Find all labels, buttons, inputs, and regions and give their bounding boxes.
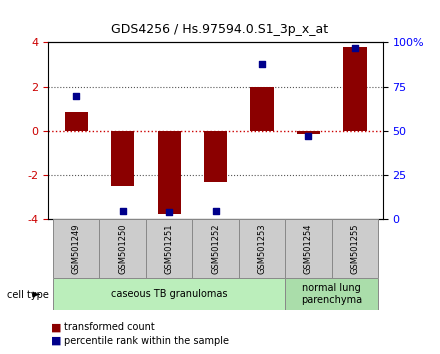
Bar (99, 219, 146, 278)
Text: GSM501250: GSM501250 (118, 223, 127, 274)
Text: percentile rank within the sample: percentile rank within the sample (64, 336, 229, 346)
Bar (285, 278, 378, 310)
Point (165, 210, 172, 215)
Bar (343, 47, 367, 131)
Bar (111, 131, 134, 186)
Point (73, 93, 80, 98)
Text: GSM501253: GSM501253 (257, 223, 267, 274)
Bar (53, 278, 285, 310)
Bar (250, 87, 274, 131)
Text: GDS4256 / Hs.97594.0.S1_3p_x_at: GDS4256 / Hs.97594.0.S1_3p_x_at (111, 23, 329, 36)
Bar (204, 131, 227, 182)
Text: ■: ■ (51, 336, 61, 346)
Text: cell type: cell type (7, 290, 48, 299)
Point (352, 45, 359, 51)
Bar (53, 219, 99, 278)
Bar (158, 131, 181, 214)
Text: GSM501254: GSM501254 (304, 223, 313, 274)
Text: GSM501249: GSM501249 (72, 223, 81, 274)
Bar (146, 219, 192, 278)
Bar (285, 219, 332, 278)
Text: ■: ■ (51, 322, 61, 332)
Bar (192, 219, 239, 278)
Point (212, 208, 219, 213)
Bar (297, 131, 320, 134)
Text: transformed count: transformed count (64, 322, 154, 332)
Bar (65, 112, 88, 131)
Bar (332, 219, 378, 278)
Bar (239, 219, 285, 278)
Point (119, 208, 126, 213)
Text: GSM501252: GSM501252 (211, 223, 220, 274)
Text: caseous TB granulomas: caseous TB granulomas (111, 289, 227, 299)
Point (259, 61, 266, 67)
Text: GSM501255: GSM501255 (350, 223, 359, 274)
Text: normal lung
parenchyma: normal lung parenchyma (301, 283, 362, 305)
Point (305, 133, 312, 139)
Text: GSM501251: GSM501251 (165, 223, 174, 274)
